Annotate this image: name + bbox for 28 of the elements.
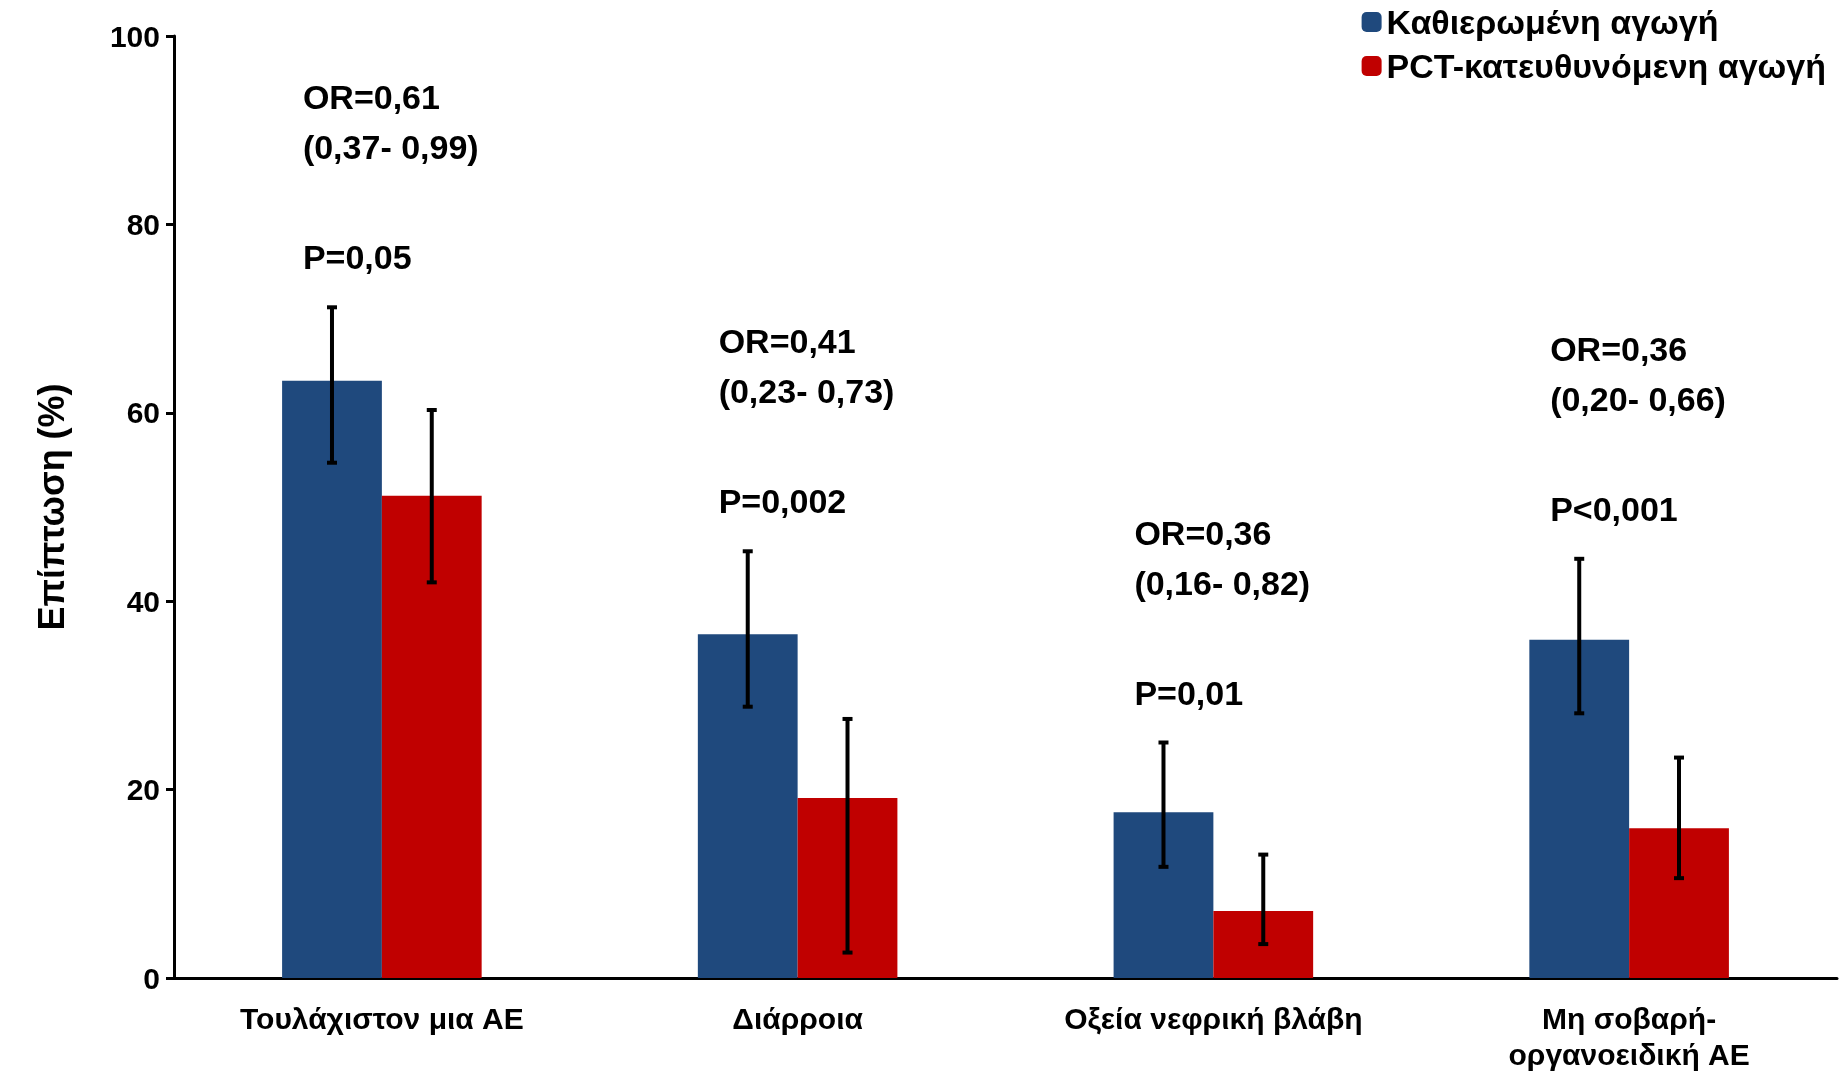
annotation: P=0,05	[302, 238, 412, 277]
bar	[697, 634, 798, 978]
annotation: OR=0,61 (0,37- 0,99)	[302, 78, 479, 167]
y-tick-label: 60	[126, 396, 160, 430]
annotation: P<0,001	[1550, 489, 1678, 528]
x-tick-label: Διάρροια	[732, 1001, 864, 1035]
bar	[381, 495, 482, 978]
x-tick-label: Οξεία νεφρική βλάβη	[1064, 1001, 1363, 1035]
x-tick-label: Τουλάχιστον μια AE	[239, 1001, 524, 1035]
annotation: OR=0,36 (0,20- 0,66)	[1550, 329, 1726, 418]
annotation: OR=0,41 (0,23- 0,73)	[718, 322, 895, 411]
annotation: P=0,01	[1134, 673, 1244, 712]
y-tick-label: 20	[126, 773, 160, 807]
x-tick-label: Μη σοβαρή- οργανοειδική AE	[1508, 1001, 1750, 1071]
bar	[1113, 812, 1214, 978]
legend-label: PCT-κατευθυνόμενη αγωγή	[1386, 47, 1827, 85]
legend-label: Καθιερωμένη αγωγή	[1386, 3, 1719, 41]
annotation: OR=0,36 (0,16- 0,82)	[1134, 513, 1311, 602]
y-tick-label: 0	[143, 961, 160, 995]
y-tick-label: 80	[126, 207, 160, 241]
y-tick-label: 40	[126, 584, 160, 618]
bar	[1213, 911, 1314, 978]
y-axis-title: Επίπτωση (%)	[30, 383, 72, 631]
y-tick-label: 100	[109, 19, 160, 53]
bar	[1629, 828, 1729, 978]
bar	[1529, 639, 1630, 978]
annotation: P=0,002	[718, 482, 847, 521]
bar	[282, 380, 382, 978]
